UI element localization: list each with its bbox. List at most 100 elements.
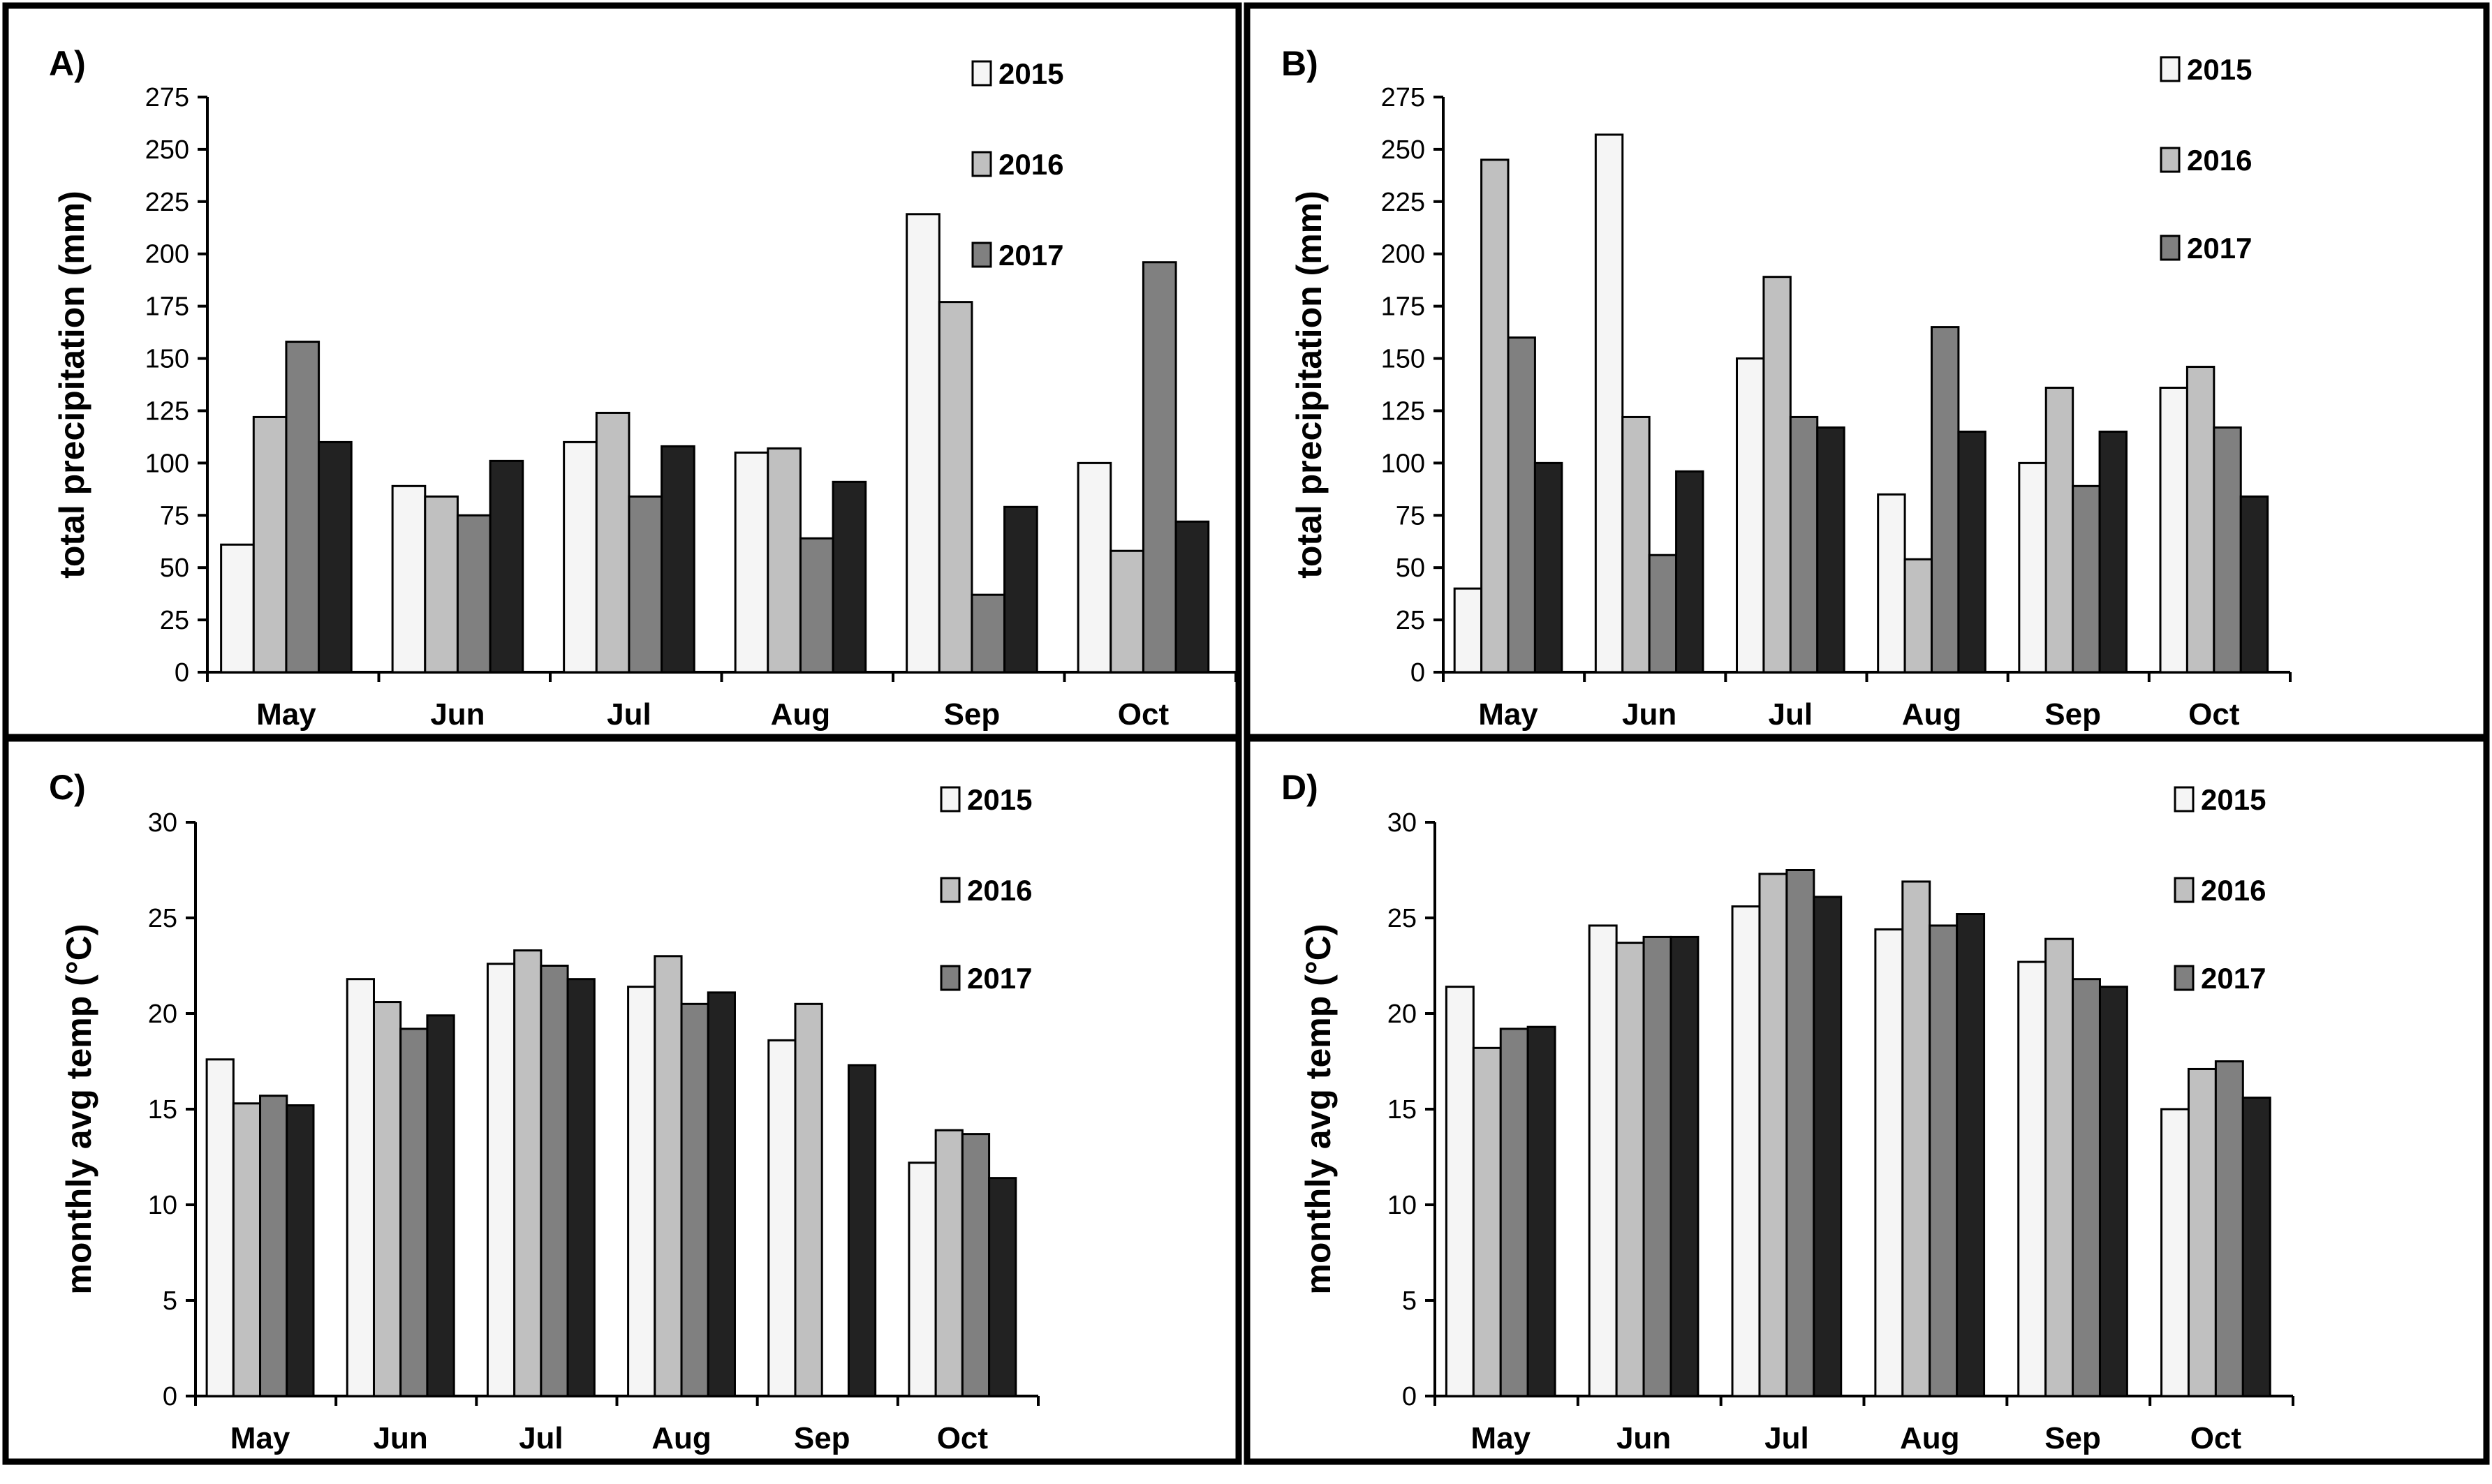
bar-2016-may: [1472, 1046, 1502, 1397]
y-tick-label: 30: [148, 808, 177, 838]
bar-2016-sep: [2044, 386, 2074, 674]
bar-2015-jul: [1736, 357, 1765, 674]
legend-swatch-2017: [940, 965, 961, 991]
bar-2017-jul: [540, 965, 569, 1397]
bar-2017-aug: [680, 1002, 709, 1397]
bar-2017-jul: [1785, 869, 1815, 1397]
legend-swatch-2016: [2174, 877, 2195, 903]
y-tick-label: 175: [145, 292, 189, 322]
y-tick-label: 275: [145, 83, 189, 112]
x-tick-label: Oct: [2190, 1421, 2242, 1455]
bar-2015-aug: [627, 986, 656, 1397]
legend-swatch-2015: [2174, 786, 2195, 813]
panel-a: A) 0 25 50 75 100 125 150 175 200 225 250 275 total p…: [2, 2, 1242, 741]
panel-c: C) 0 5 10 15 20 25 30 monthly avg temp (°C) May Ju…: [2, 735, 1242, 1465]
x-tick-label: Sep: [794, 1421, 850, 1455]
bar-2015-jul: [1731, 905, 1761, 1397]
legend-swatch-2017: [971, 242, 992, 268]
y-tick-label: 5: [163, 1286, 177, 1316]
y-tick-label: 250: [145, 135, 189, 165]
y-tick-label: 150: [1381, 345, 1425, 374]
bar-2017-jun: [1642, 935, 1672, 1397]
bar-2015-may: [1453, 587, 1483, 674]
panel-label: B): [1281, 44, 1318, 83]
bar-2017-jul: [628, 495, 663, 674]
x-tick-label: Jun: [430, 697, 485, 732]
y-tick-label: 50: [1396, 554, 1425, 583]
y-tick-label: 15: [148, 1095, 177, 1125]
y-tick-label: 250: [1381, 135, 1425, 165]
bar-2017-aug: [1929, 924, 1959, 1397]
x-tick-label: May: [230, 1421, 290, 1455]
bar-series4-may: [1533, 461, 1563, 674]
y-tick-label: 25: [1396, 606, 1425, 635]
bar-2017-oct: [2214, 1060, 2244, 1397]
bar-2015-oct: [1077, 461, 1112, 674]
bar-2016-oct: [1109, 549, 1144, 674]
bar-series4-oct: [2241, 1097, 2271, 1397]
y-tick-label: 0: [175, 658, 189, 688]
legend-swatch-2016: [2160, 147, 2181, 173]
legend: 2015 2016 2017: [2174, 783, 2266, 995]
legend-label-2017: 2017: [967, 962, 1032, 995]
y-tick-label: 5: [1402, 1286, 1417, 1316]
y-tick-label: 125: [145, 396, 189, 426]
bar-2015-sep: [2018, 461, 2047, 674]
y-tick-label: 100: [145, 449, 189, 478]
bar-series4-sep: [2098, 430, 2128, 674]
bar-2016-aug: [767, 447, 802, 674]
legend-swatch-2016: [940, 877, 961, 903]
bar-2015-jun: [346, 978, 375, 1397]
bar-2016-may: [252, 415, 288, 674]
y-tick-label: 0: [1410, 658, 1425, 688]
bar-series4-oct: [1174, 520, 1210, 674]
bar-2016-sep: [2044, 937, 2074, 1397]
bar-2016-may: [232, 1102, 262, 1397]
panel-label: C): [49, 768, 86, 807]
bar-2015-oct: [2160, 1108, 2190, 1397]
y-axis-label: total precipitation (mm): [52, 191, 91, 579]
bar-2016-may: [1480, 158, 1510, 674]
legend-label-2016: 2016: [2187, 144, 2252, 177]
bar-2017-sep: [2072, 484, 2101, 674]
y-tick-label: 75: [160, 501, 189, 530]
x-tick-label: Jun: [1616, 1421, 1671, 1455]
bar-2016-oct: [2185, 366, 2215, 674]
bar-2015-aug: [1877, 493, 1906, 674]
x-tick-label: May: [1478, 697, 1538, 732]
x-tick-label: Aug: [1902, 697, 1962, 732]
bar-2016-aug: [1901, 880, 1931, 1397]
bar-series4-oct: [988, 1177, 1017, 1397]
y-tick-label: 20: [1387, 1000, 1417, 1029]
legend: 2015 2016 2017: [940, 783, 1032, 995]
x-tick-label: Jun: [374, 1421, 428, 1455]
legend-label-2015: 2015: [967, 783, 1032, 816]
x-tick-label: Aug: [651, 1421, 712, 1455]
x-tick-label: Jul: [519, 1421, 563, 1455]
x-tick-label: Sep: [2044, 697, 2101, 732]
y-tick-label: 25: [148, 904, 177, 933]
y-axis-label: monthly avg temp (°C): [1299, 923, 1338, 1294]
y-tick-label: 25: [160, 606, 189, 635]
legend-label-2017: 2017: [2187, 232, 2252, 265]
bar-2015-may: [205, 1058, 235, 1397]
bar-2017-oct: [1142, 261, 1177, 674]
bar-2017-jun: [1648, 554, 1678, 674]
bar-2017-jul: [1789, 415, 1819, 674]
bar-series4-sep: [847, 1064, 877, 1397]
bar-series4-jun: [1669, 935, 1700, 1397]
bar-2017-jun: [399, 1027, 429, 1397]
y-tick-label: 75: [1396, 501, 1425, 530]
bar-2016-jul: [1758, 873, 1788, 1397]
bar-series4-jul: [1813, 896, 1843, 1397]
y-tick-label: 15: [1387, 1095, 1417, 1125]
bar-2015-jul: [563, 440, 598, 674]
x-tick-label: Jul: [607, 697, 651, 732]
bar-series4-jul: [1816, 426, 1845, 674]
bar-2016-sep: [794, 1002, 823, 1397]
legend-swatch-2017: [2160, 235, 2181, 261]
y-tick-label: 30: [1387, 808, 1417, 838]
bar-2016-aug: [654, 955, 683, 1397]
